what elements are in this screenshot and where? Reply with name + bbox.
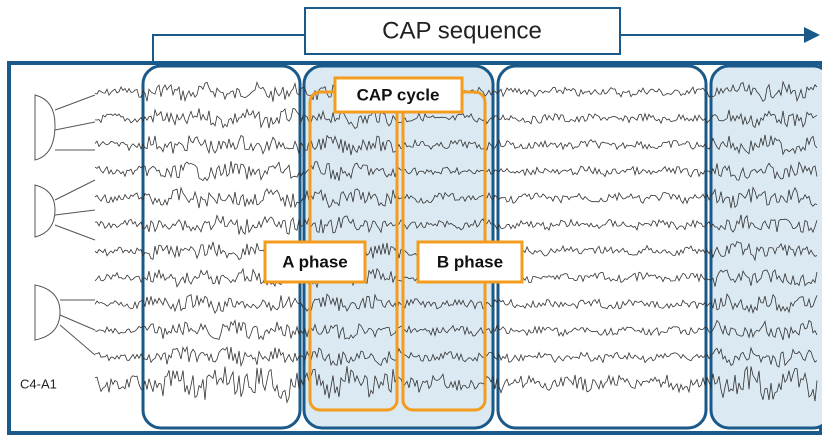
b-label: B phase [437, 252, 503, 271]
cycle-label: CAP cycle [357, 85, 440, 104]
a-label: A phase [282, 252, 348, 271]
title: CAP sequence [382, 17, 542, 44]
page: CAP sequence C4-A1 CAP cycle A phase B p… [0, 0, 822, 435]
channel-label: C4-A1 [20, 376, 57, 391]
diagram: CAP sequence C4-A1 CAP cycle A phase B p… [0, 0, 822, 435]
